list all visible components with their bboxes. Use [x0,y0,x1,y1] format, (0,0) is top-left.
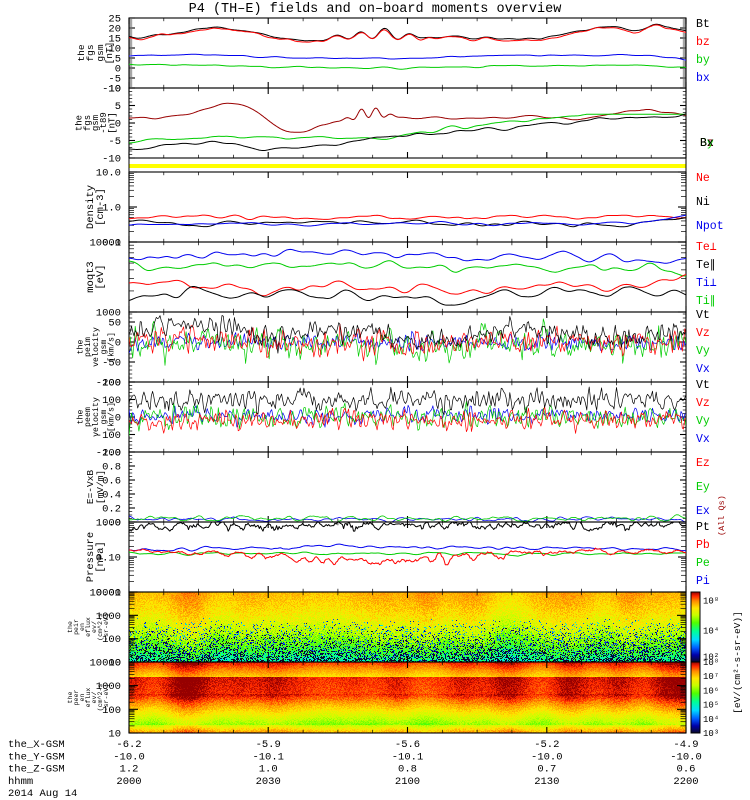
svg-text:-6.2: -6.2 [116,739,141,751]
svg-text:10⁴: 10⁴ [703,626,719,637]
svg-text:Vy: Vy [696,345,710,358]
svg-text:10.0: 10.0 [96,168,121,180]
svg-text:Pb: Pb [696,539,710,552]
svg-text:Ez: Ez [696,457,710,470]
svg-text:bx: bx [696,72,710,85]
svg-text:Pt: Pt [696,521,710,534]
svg-text:the_Y-GSM: the_Y-GSM [8,751,65,763]
svg-text:Npot: Npot [696,220,724,233]
svg-text:1.2: 1.2 [120,764,139,776]
svg-text:-10.1: -10.1 [392,751,424,763]
svg-text:Ex: Ex [696,505,710,518]
svg-text:Vz: Vz [696,327,710,340]
svg-text:2000: 2000 [116,776,141,788]
svg-text:-10: -10 [102,154,121,166]
svg-text:[nT]: [nT] [104,42,115,65]
svg-text:bz: bz [696,36,710,49]
svg-text:Pe: Pe [696,557,710,570]
svg-text:2200: 2200 [673,776,698,788]
svg-text:-10.1: -10.1 [252,751,284,763]
svg-text:2030: 2030 [256,776,281,788]
svg-text:10⁸: 10⁸ [703,658,719,668]
svg-text:10⁴: 10⁴ [703,714,719,725]
svg-text:10⁵: 10⁵ [703,701,719,711]
svg-text:-5: -5 [108,136,121,148]
svg-text:2100: 2100 [395,776,420,788]
svg-text:0.2: 0.2 [102,504,121,516]
svg-text:0.6: 0.6 [677,764,696,776]
svg-text:[eV/(cm²-s-sr-eV)]: [eV/(cm²-s-sr-eV)] [732,611,743,714]
svg-text:10000: 10000 [89,238,121,250]
svg-text:0.8: 0.8 [398,764,417,776]
svg-text:-sr-eV): -sr-eV) [103,613,110,641]
svg-text:2014 Aug 14: 2014 Aug 14 [8,788,77,800]
svg-text:-sr-eV): -sr-eV) [103,684,110,712]
svg-text:[nT]: [nT] [107,112,117,134]
svg-text:hhmm: hhmm [8,776,33,788]
svg-text:25: 25 [108,14,121,26]
svg-text:the_X-GSM: the_X-GSM [8,739,65,751]
svg-text:1.0: 1.0 [259,764,278,776]
svg-text:200: 200 [102,378,121,390]
svg-text:-5.2: -5.2 [534,739,559,751]
svg-text:P4 (TH–E) fields and on–board: P4 (TH–E) fields and on–board moments ov… [189,2,562,17]
svg-text:-10.0: -10.0 [531,751,563,763]
svg-text:-10.0: -10.0 [670,751,702,763]
svg-text:Vx: Vx [696,363,710,376]
svg-text:-4.9: -4.9 [673,739,698,751]
svg-text:[eV]: [eV] [95,264,107,289]
svg-text:-5.6: -5.6 [395,739,420,751]
svg-text:10⁷: 10⁷ [703,672,719,682]
svg-text:10⁶: 10⁶ [703,686,719,696]
svg-text:10³: 10³ [703,729,719,739]
svg-text:Ne: Ne [696,172,710,185]
svg-text:[km/s]: [km/s] [107,402,117,432]
svg-text:Vx: Vx [696,433,710,446]
svg-text:Vt: Vt [696,379,710,392]
svg-text:(All Qs): (All Qs) [717,495,727,536]
svg-text:10000: 10000 [89,588,121,600]
svg-text:Ey: Ey [696,481,710,494]
svg-text:by: by [696,54,710,67]
svg-text:10: 10 [108,84,121,96]
svg-text:[km/s]: [km/s] [107,332,117,362]
svg-text:Te⊥: Te⊥ [696,241,717,254]
svg-text:[mV/m]: [mV/m] [95,470,106,504]
svg-text:50: 50 [108,318,121,330]
svg-text:-10.0: -10.0 [113,751,145,763]
svg-text:Vt: Vt [696,309,710,322]
svg-text:[nPa]: [nPa] [95,541,107,573]
svg-text:Bt: Bt [696,18,710,31]
svg-text:5: 5 [115,101,121,113]
svg-text:Pi: Pi [696,575,710,588]
svg-text:1.0: 1.0 [102,448,121,460]
svg-text:1.00: 1.00 [96,518,121,530]
svg-text:10000: 10000 [89,658,121,670]
svg-text:the_Z-GSM: the_Z-GSM [8,764,65,776]
svg-text:10⁸: 10⁸ [703,596,719,606]
svg-text:2130: 2130 [534,776,559,788]
svg-text:Bx: Bx [700,137,714,150]
svg-text:Te∥: Te∥ [696,258,716,272]
svg-text:[cm-3]: [cm-3] [95,188,107,226]
svg-text:Vz: Vz [696,397,710,410]
svg-text:Ni: Ni [696,196,710,209]
svg-text:-5.9: -5.9 [256,739,281,751]
svg-text:Ti∥: Ti∥ [696,294,716,308]
svg-text:Ti⊥: Ti⊥ [696,277,717,290]
svg-text:0.7: 0.7 [537,764,556,776]
svg-text:Vy: Vy [696,415,710,428]
